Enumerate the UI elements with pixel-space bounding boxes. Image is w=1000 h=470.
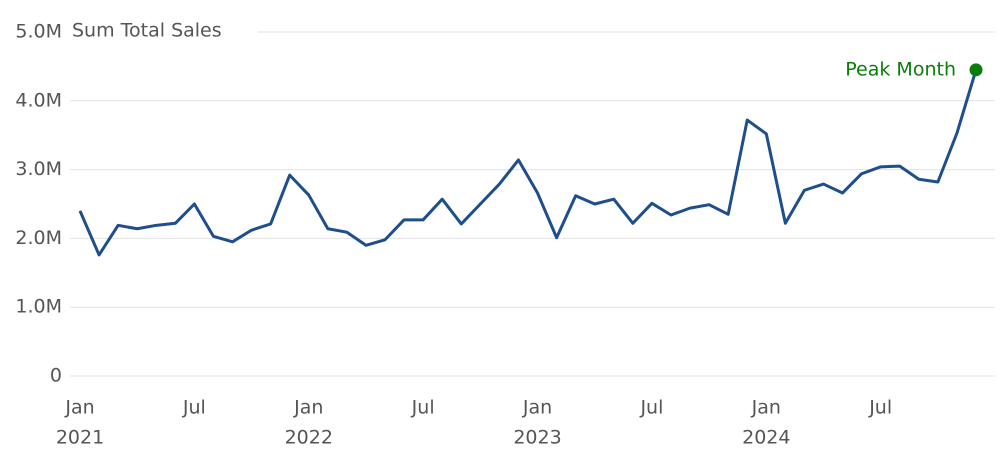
x-tick-year: 2022: [285, 427, 333, 449]
y-tick-label: 4.0M: [15, 89, 62, 111]
x-tick-label: Jul: [868, 397, 892, 419]
peak-marker: [969, 63, 983, 77]
series-line: [78, 69, 978, 257]
x-tick-year: 2023: [513, 427, 561, 449]
x-tick-label: Jul: [639, 397, 663, 419]
x-tick-year: 2024: [742, 427, 790, 449]
x-tick-label: Jan: [293, 397, 323, 419]
y-tick-label: 5.0M: [15, 21, 62, 43]
x-tick-label: Jan: [522, 397, 552, 419]
y-axis-title: Sum Total Sales: [72, 20, 222, 42]
x-tick-year: 2021: [56, 427, 104, 449]
x-tick-label: Jul: [411, 397, 435, 419]
x-tick-label: Jan: [64, 397, 94, 419]
y-tick-label: 0: [50, 365, 62, 387]
y-tick-label: 2.0M: [15, 227, 62, 249]
y-tick-label: 1.0M: [15, 296, 62, 318]
y-tick-label: 3.0M: [15, 158, 62, 180]
x-tick-label: Jul: [182, 397, 206, 419]
annotation-label: Peak Month: [845, 58, 956, 80]
x-tick-label: Jan: [751, 397, 781, 419]
